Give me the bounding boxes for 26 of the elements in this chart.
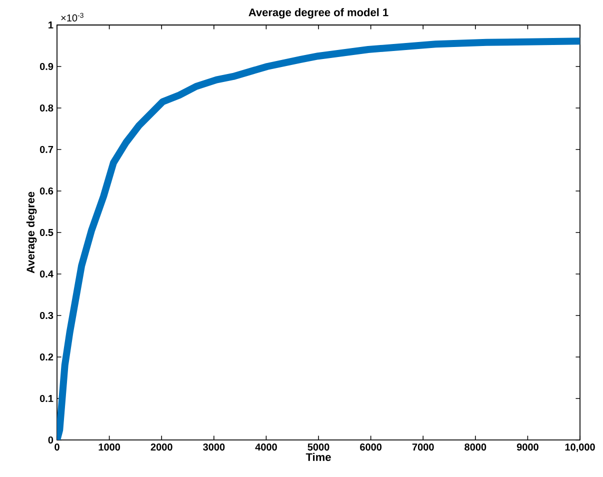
x-tick-label: 10,000 (565, 444, 595, 452)
y-tick-label: 1 (48, 22, 54, 28)
y-tick-label: 0.4 (40, 270, 54, 278)
x-tick-label: 2000 (150, 444, 172, 451)
x-tick-label: 0 (54, 444, 60, 451)
y-tick-label: 0.8 (40, 104, 54, 112)
y-tick-label: 0.3 (40, 312, 54, 320)
y-tick-label: 0.9 (40, 62, 54, 70)
x-tick-label: 5000 (308, 444, 330, 451)
x-tick-label: 4000 (255, 444, 277, 451)
x-tick-label: 9000 (516, 444, 538, 451)
x-tick-label: 1000 (98, 444, 120, 451)
y-tick-label: 0.2 (40, 353, 54, 361)
x-tick-label: 3000 (203, 444, 225, 451)
chart-title: Average degree of model 1 (248, 8, 388, 18)
x-tick-label: 8000 (464, 444, 486, 451)
y-tick-label: 0.1 (40, 394, 54, 402)
y-tick-label: 0.7 (40, 146, 54, 154)
y-tick-label: 0.5 (40, 228, 54, 236)
y-tick-label: 0.6 (40, 187, 54, 195)
x-axis-title: Time (306, 452, 331, 461)
x-tick-label: 7000 (412, 444, 434, 451)
y-tick-label: 0 (48, 436, 54, 444)
x-tick-label: 6000 (360, 444, 382, 451)
y-axis-title: Average degree (26, 192, 37, 274)
text: ×10$^{-3}$ (61, 12, 84, 22)
